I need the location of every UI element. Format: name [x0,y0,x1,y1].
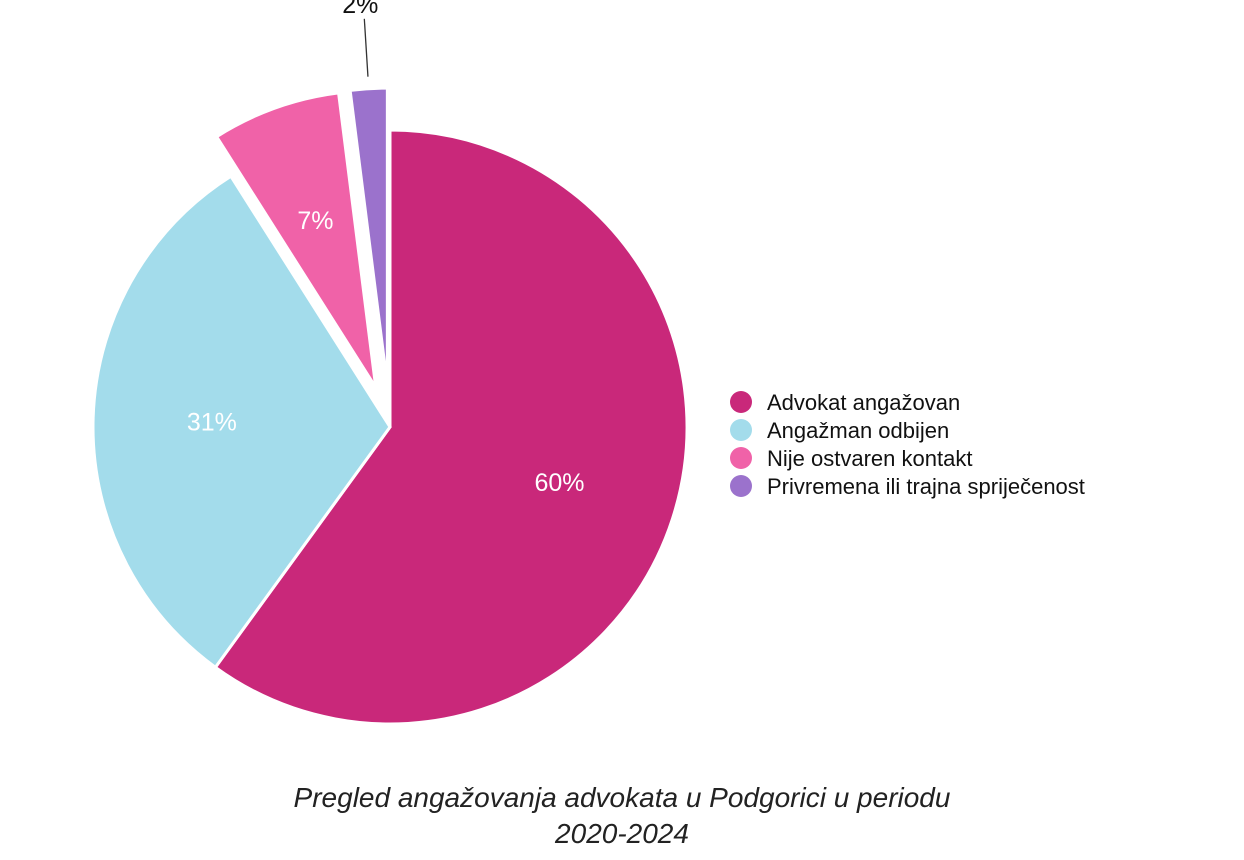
legend-swatch [730,391,752,413]
slice-data-label: 7% [297,207,333,235]
legend-label: Advokat angažovan [767,390,960,415]
legend-label: Privremena ili trajna spriječenost [767,474,1085,499]
pie-slice [214,91,378,389]
legend-item: Nije ostvaren kontakt [730,446,972,471]
caption-line-1: Pregled angažovanja advokata u Podgorici… [293,782,951,813]
leader-line [363,18,369,77]
pie-slice [213,128,689,726]
legend-item: Advokat angažovan [730,390,960,415]
legend-label: Nije ostvaren kontakt [767,446,972,471]
slice-data-label: 31% [187,408,237,436]
legend-swatch [730,419,752,441]
legend-item: Angažman odbijen [730,418,949,443]
legend-label: Angažman odbijen [767,418,949,443]
slice-data-label: 60% [534,469,584,497]
pie-slice [348,86,389,386]
pie-chart: 60% 31% 7% 2% Advokat angažovan Angažman odbi… [91,0,1085,726]
caption-line-2: 2020-2024 [555,818,689,849]
slice-data-label: 2% [342,0,378,19]
legend-swatch [730,447,752,469]
legend-item: Privremena ili trajna spriječenost [730,474,1085,499]
legend-swatch [730,475,752,497]
pie-slice [91,174,392,670]
chart-caption: Pregled angažovanja advokata u Podgorici… [0,780,1244,852]
